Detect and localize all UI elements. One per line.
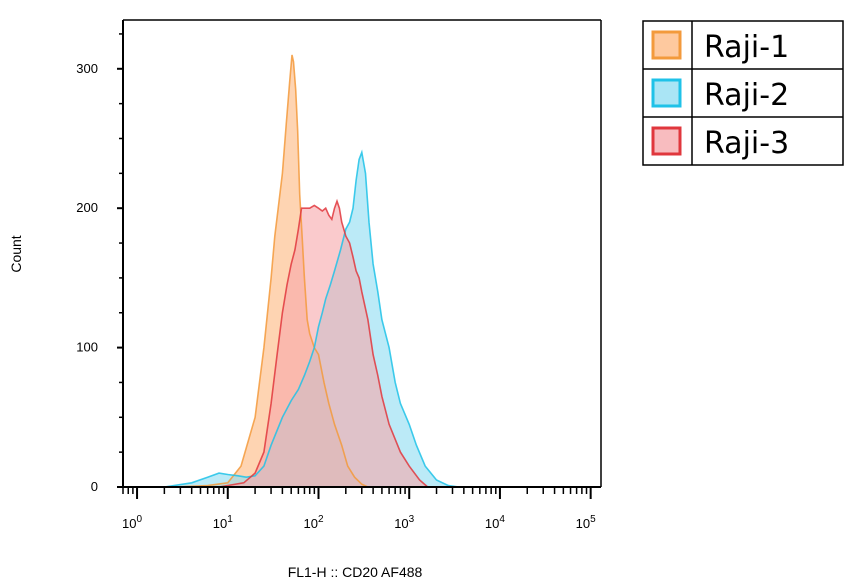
- series-fills: [164, 54, 459, 488]
- legend-label-2: Raji-2: [704, 78, 789, 113]
- series-area-2: [164, 152, 459, 487]
- legend: Raji-1 Raji-2 Raji-3: [642, 20, 844, 166]
- y-tick-label: 0: [91, 479, 98, 494]
- x-tick-label: 105: [576, 514, 596, 531]
- x-ticks: 100 101 102 103 104 105: [122, 487, 596, 531]
- x-axis-label: FL1-H :: CD20 AF488: [288, 564, 423, 580]
- x-tick-label: 104: [485, 514, 505, 531]
- series-line-2: [164, 149, 459, 488]
- series-line-1: [173, 54, 369, 488]
- legend-label-1: Raji-1: [704, 30, 789, 65]
- legend-swatch-2: [651, 78, 682, 108]
- y-tick-label: 300: [76, 61, 98, 76]
- y-tick-label: 200: [76, 200, 98, 215]
- x-tick-label: 103: [394, 514, 414, 531]
- series-line-3: [218, 198, 429, 488]
- y-ticks: 0 100 200 300: [76, 33, 123, 494]
- x-tick-label: 100: [122, 514, 142, 531]
- series-area-3: [219, 201, 428, 487]
- y-axis-label: Count: [8, 235, 24, 272]
- y-tick-label: 100: [76, 340, 98, 355]
- legend-swatch-1: [651, 30, 682, 60]
- legend-label-3: Raji-3: [704, 126, 789, 161]
- series-outlines: [164, 54, 459, 488]
- legend-swatch-3: [651, 126, 682, 156]
- x-tick-label: 101: [213, 514, 233, 531]
- x-tick-label: 102: [303, 514, 323, 531]
